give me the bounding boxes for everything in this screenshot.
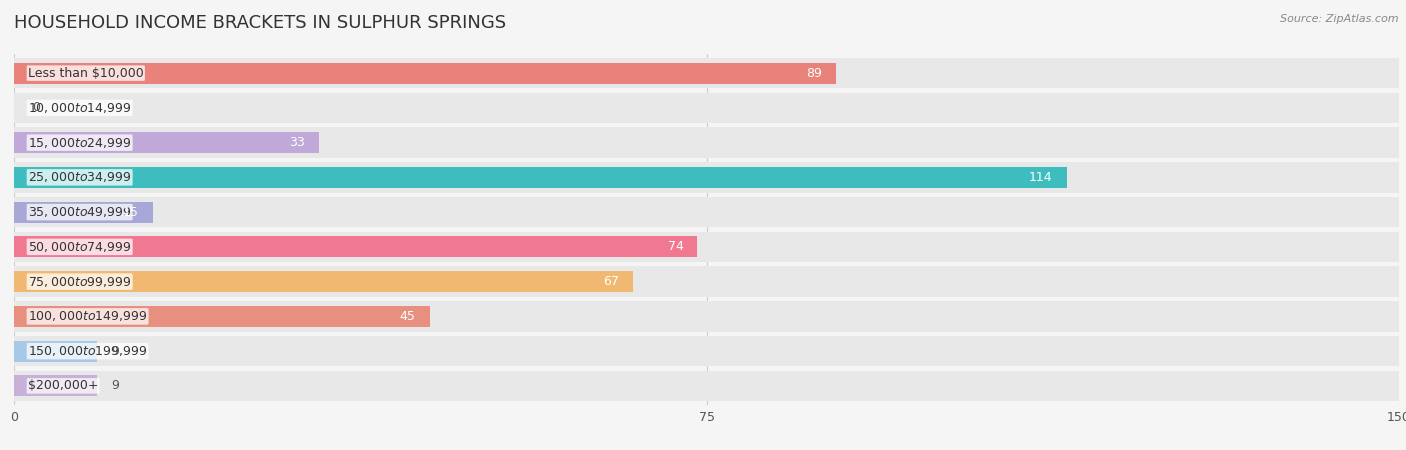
- Text: 33: 33: [290, 136, 305, 149]
- Text: 15: 15: [122, 206, 139, 219]
- Bar: [14, 375, 97, 396]
- Bar: [14, 336, 1399, 366]
- Bar: [14, 202, 153, 223]
- Text: $200,000+: $200,000+: [28, 379, 98, 392]
- Text: $50,000 to $74,999: $50,000 to $74,999: [28, 240, 131, 254]
- Bar: [14, 167, 1067, 188]
- Bar: [14, 236, 697, 257]
- Text: 0: 0: [32, 101, 41, 114]
- Text: 45: 45: [399, 310, 416, 323]
- Bar: [14, 371, 1399, 401]
- Text: 114: 114: [1029, 171, 1053, 184]
- Text: HOUSEHOLD INCOME BRACKETS IN SULPHUR SPRINGS: HOUSEHOLD INCOME BRACKETS IN SULPHUR SPR…: [14, 14, 506, 32]
- Text: 9: 9: [111, 379, 120, 392]
- Bar: [14, 127, 1399, 158]
- Text: $15,000 to $24,999: $15,000 to $24,999: [28, 135, 131, 149]
- Text: $150,000 to $199,999: $150,000 to $199,999: [28, 344, 148, 358]
- Text: $35,000 to $49,999: $35,000 to $49,999: [28, 205, 131, 219]
- Bar: [14, 341, 97, 361]
- Bar: [14, 266, 1399, 297]
- Bar: [14, 162, 1399, 193]
- Bar: [14, 271, 633, 292]
- Text: 9: 9: [111, 345, 120, 358]
- Text: $10,000 to $14,999: $10,000 to $14,999: [28, 101, 131, 115]
- Bar: [14, 63, 835, 84]
- Text: $75,000 to $99,999: $75,000 to $99,999: [28, 274, 131, 288]
- Text: Source: ZipAtlas.com: Source: ZipAtlas.com: [1281, 14, 1399, 23]
- Bar: [14, 93, 1399, 123]
- Bar: [14, 232, 1399, 262]
- Text: $25,000 to $34,999: $25,000 to $34,999: [28, 171, 131, 184]
- Text: 67: 67: [603, 275, 619, 288]
- Bar: [14, 301, 1399, 332]
- Text: Less than $10,000: Less than $10,000: [28, 67, 143, 80]
- Bar: [14, 306, 430, 327]
- Text: $100,000 to $149,999: $100,000 to $149,999: [28, 310, 148, 324]
- Bar: [14, 58, 1399, 88]
- Bar: [14, 197, 1399, 227]
- Text: 89: 89: [806, 67, 823, 80]
- Text: 74: 74: [668, 240, 683, 253]
- Bar: [14, 132, 319, 153]
